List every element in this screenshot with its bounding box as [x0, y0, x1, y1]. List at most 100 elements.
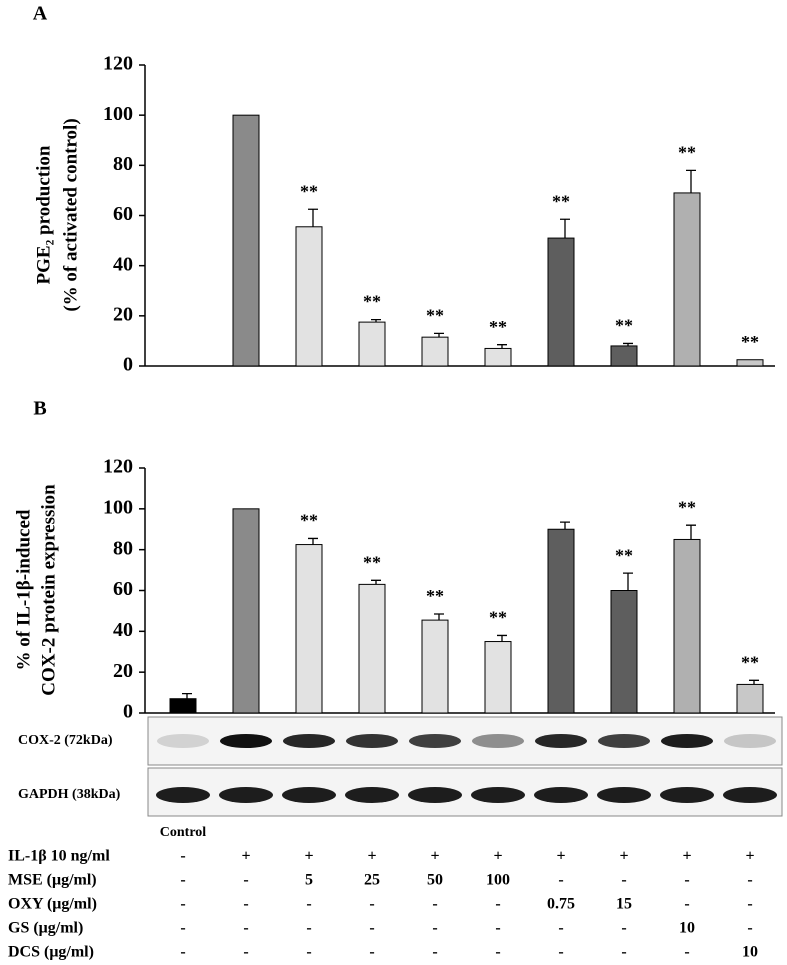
error-bar: [371, 579, 381, 585]
row-label: IL-1β 10 ng/ml: [8, 848, 110, 865]
blot-band: [723, 787, 777, 803]
y-tick-label: 60: [113, 203, 133, 225]
y-tick-label: 100: [103, 103, 133, 125]
blot-band: [408, 787, 462, 803]
significance-mark: **: [741, 652, 759, 672]
table-cell: +: [619, 848, 628, 865]
significance-mark: **: [426, 586, 444, 606]
table-cell: -: [495, 896, 500, 913]
y-tick-label: 80: [113, 153, 133, 175]
table-cell: -: [495, 920, 500, 937]
table-cell: -: [243, 896, 248, 913]
table-cell: -: [747, 872, 752, 889]
table-cell: 5: [305, 872, 313, 889]
table-cell: +: [493, 848, 502, 865]
table-cell: -: [495, 944, 500, 961]
table-cell: -: [621, 920, 626, 937]
y-tick-label: 120: [103, 456, 133, 478]
table-cell: -: [558, 872, 563, 889]
table-cell: -: [243, 944, 248, 961]
significance-mark: **: [615, 545, 633, 565]
blot-band: [283, 734, 335, 748]
significance-mark: **: [426, 306, 444, 326]
table-cell: -: [369, 896, 374, 913]
table-cell: 15: [616, 896, 632, 913]
y-tick-label: 80: [113, 537, 133, 559]
column-note: Control: [160, 825, 207, 840]
table-cell: -: [243, 872, 248, 889]
bar: [169, 698, 197, 714]
table-cell: -: [684, 944, 689, 961]
error-bar: [560, 218, 570, 239]
bar: [421, 619, 449, 714]
blot-band: [661, 734, 713, 748]
blot-band: [219, 787, 273, 803]
error-bar: [686, 524, 696, 540]
error-bar: [623, 572, 633, 591]
table-cell: -: [306, 944, 311, 961]
table-cell: -: [558, 920, 563, 937]
error-bar: [434, 613, 444, 621]
blot-band: [598, 734, 650, 748]
significance-mark: **: [300, 511, 318, 531]
table-cell: 10: [742, 944, 758, 961]
y-axis-label: COX-2 protein expression: [38, 484, 59, 696]
table-cell: +: [430, 848, 439, 865]
significance-mark: **: [489, 608, 507, 628]
table-cell: +: [304, 848, 313, 865]
bar: [358, 321, 386, 367]
error-bar: [686, 169, 696, 193]
table-cell: -: [180, 848, 185, 865]
y-tick-label: 0: [123, 701, 133, 723]
blot-band: [282, 787, 336, 803]
table-cell: -: [306, 896, 311, 913]
row-label: MSE (μg/ml): [8, 872, 97, 889]
bar: [421, 336, 449, 367]
significance-mark: **: [363, 552, 381, 572]
y-tick-label: 20: [113, 303, 133, 325]
y-axis-label: % of IL-1β-induced: [13, 509, 34, 670]
table-cell: +: [556, 848, 565, 865]
blot-band: [534, 787, 588, 803]
table-cell: -: [684, 872, 689, 889]
blot-band: [471, 787, 525, 803]
table-cell: 100: [486, 872, 510, 889]
y-tick-label: 40: [113, 253, 133, 275]
blot-band: [346, 734, 398, 748]
table-cell: -: [180, 872, 185, 889]
blot-band: [660, 787, 714, 803]
table-cell: -: [180, 944, 185, 961]
bar: [673, 538, 701, 714]
panel-label: B: [33, 398, 46, 420]
blot-band: [345, 787, 399, 803]
table-cell: -: [243, 920, 248, 937]
error-bar: [497, 634, 507, 642]
table-cell: -: [684, 896, 689, 913]
blot-label: COX-2 (72kDa): [18, 733, 113, 748]
significance-mark: **: [489, 317, 507, 337]
error-bar: [308, 537, 318, 545]
table-cell: -: [432, 896, 437, 913]
error-bar: [434, 332, 444, 338]
table-cell: -: [369, 920, 374, 937]
blot-band: [597, 787, 651, 803]
row-label: GS (μg/ml): [8, 920, 83, 937]
bar: [610, 590, 638, 714]
significance-mark: **: [678, 142, 696, 162]
bar: [484, 347, 512, 367]
table-cell: +: [682, 848, 691, 865]
bar: [736, 683, 764, 714]
bar: [484, 641, 512, 714]
table-cell: +: [745, 848, 754, 865]
bar: [736, 359, 764, 367]
bar: [610, 345, 638, 367]
table-cell: 25: [364, 872, 380, 889]
y-axis-label: (% of activated control): [60, 118, 81, 311]
y-tick-label: 60: [113, 578, 133, 600]
y-tick-label: 20: [113, 660, 133, 682]
table-cell: -: [747, 920, 752, 937]
table-cell: 0.75: [547, 896, 575, 913]
blot-band: [535, 734, 587, 748]
bar: [547, 528, 575, 714]
